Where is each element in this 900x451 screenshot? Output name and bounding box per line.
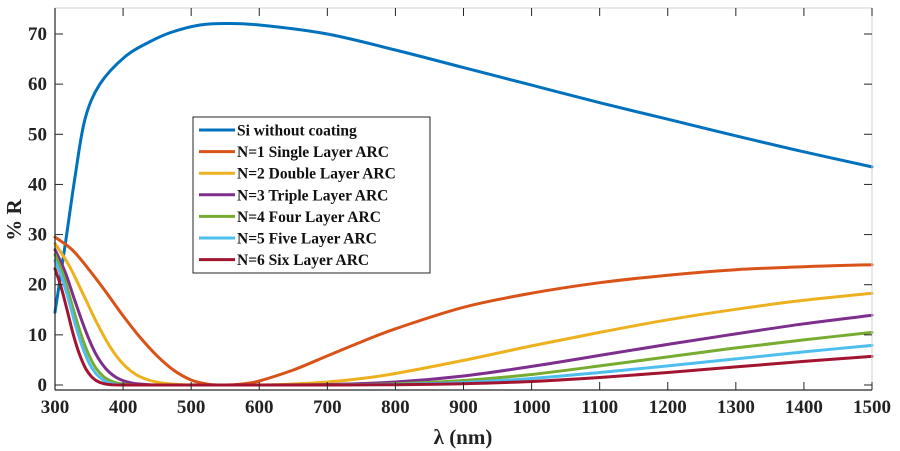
legend-label: N=4 Four Layer ARC [237,209,381,226]
x-tick-label: 300 [41,397,70,418]
x-tick-label: 900 [449,397,478,418]
x-tick-label: 1200 [649,397,687,418]
legend-label: Si without coating [237,123,357,140]
y-tick-label: 30 [28,225,47,246]
ticks: 300 400 500 600 700 800 900 1000 1100 1200 1300 140… [28,8,891,418]
series-lines [53,21,874,387]
legend-label: N=2 Double Layer ARC [237,166,396,183]
y-tick-label: 0 [38,375,48,396]
y-tick-label: 20 [28,275,47,296]
legend-item: N=5 Five Layer ARC [199,231,377,248]
x-tick-label: 1000 [513,397,551,418]
legend-item: Si without coating [199,123,357,140]
x-tick-label: 400 [109,397,138,418]
series-line-si-uncoated [53,21,874,314]
y-tick-label: 70 [28,24,47,45]
legend-label: N=3 Triple Layer ARC [237,187,388,204]
y-axis-label: % R [2,198,26,240]
legend-label: N=1 Single Layer ARC [237,144,389,161]
y-tick-label: 40 [28,174,47,195]
y-tick-label: 60 [28,74,47,95]
legend-item: N=2 Double Layer ARC [199,166,396,183]
legend-item: N=6 Six Layer ARC [199,252,369,269]
y-tick-label: 50 [28,124,47,145]
x-tick-label: 800 [381,397,410,418]
x-tick-label: 1300 [717,397,755,418]
series-line-n1 [53,235,874,387]
legend-item: N=4 Four Layer ARC [199,209,381,226]
x-tick-label: 1500 [853,397,891,418]
legend-item: N=3 Triple Layer ARC [199,187,388,204]
x-tick-label: 600 [245,397,274,418]
x-tick-label: 500 [177,397,206,418]
x-tick-label: 1400 [785,397,823,418]
series-line-n2 [53,242,874,387]
x-tick-label: 1100 [581,397,618,418]
legend-label: N=6 Six Layer ARC [237,252,369,269]
y-tick-label: 10 [28,325,47,346]
x-tick-label: 700 [313,397,342,418]
legend-item: N=1 Single Layer ARC [199,144,389,161]
legend: Si without coating N=1 Single Layer ARC N=… [192,116,431,274]
x-axis-label: λ (nm) [434,425,493,449]
series-line-n6 [53,267,874,387]
legend-label: N=5 Five Layer ARC [237,231,377,248]
